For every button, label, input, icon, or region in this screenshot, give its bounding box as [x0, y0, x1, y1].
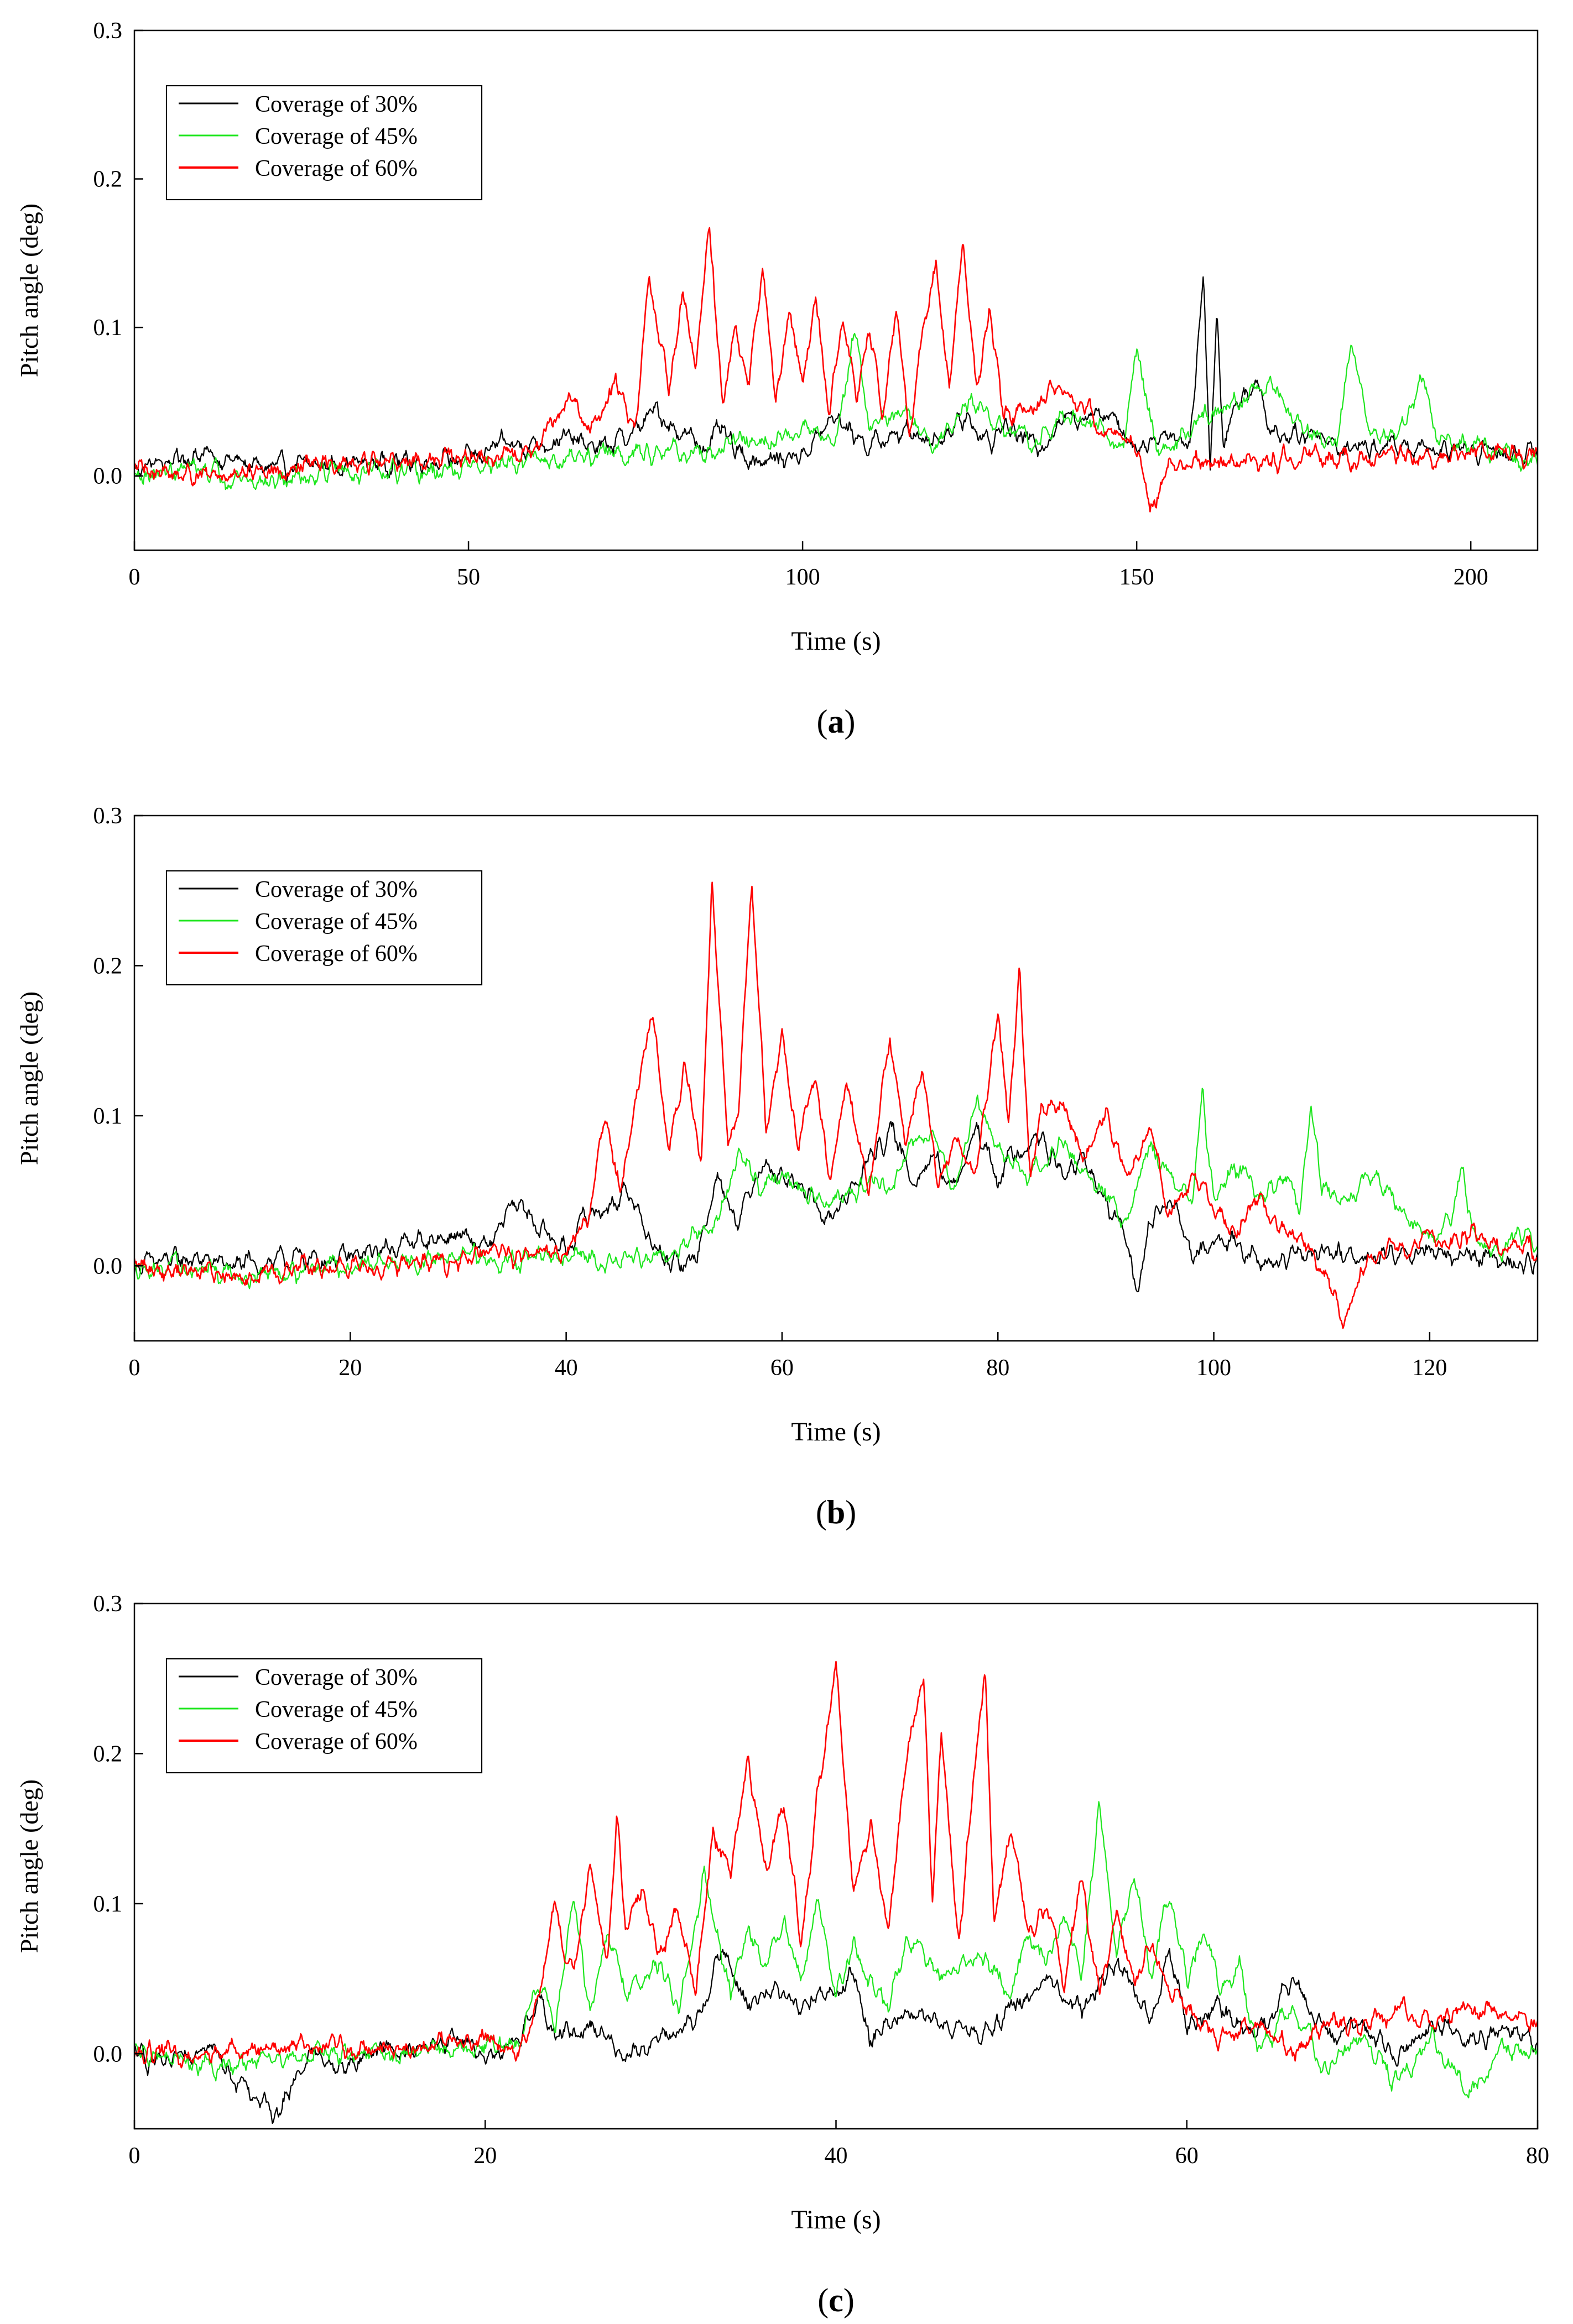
- y-tick-label: 0.1: [93, 1104, 123, 1129]
- series-line-3: [134, 227, 1538, 513]
- legend-box: [165, 85, 483, 201]
- chart-panel-b: 0.0 0.1 0.2 0.3 0 20 40 60 80 100 120 Time (s) Pitch…: [15, 803, 1539, 1531]
- legend-label: Coverage of 60%: [255, 1729, 418, 1754]
- y-tick-label: 0.1: [93, 1892, 123, 1917]
- series-line-1: [134, 1947, 1538, 2124]
- x-tick-label: 0: [129, 2143, 140, 2169]
- series-line-1: [134, 1121, 1538, 1293]
- series-group: [134, 1660, 1538, 2124]
- legend-label: Coverage of 30%: [255, 877, 418, 902]
- x-tick-label: 40: [555, 1355, 578, 1381]
- x-axis-label: Time (s): [791, 2205, 881, 2234]
- x-tick-label: 100: [785, 565, 820, 590]
- panel-caption: (b): [816, 1494, 856, 1531]
- y-tick-label: 0.2: [93, 167, 123, 192]
- y-tick-label: 0.1: [93, 315, 123, 341]
- y-tick-label: 0.0: [93, 464, 123, 489]
- y-tick-label: 0.2: [93, 1741, 123, 1767]
- plot-frame: [133, 29, 1539, 551]
- x-tick-label: 80: [986, 1355, 1009, 1381]
- legend-label: Coverage of 60%: [255, 941, 418, 967]
- series-line-3: [134, 1660, 1538, 2069]
- y-tick-label: 0.2: [93, 953, 123, 979]
- x-tick-label: 150: [1119, 565, 1154, 590]
- series-line-1: [134, 276, 1538, 483]
- x-tick-label: 50: [457, 565, 480, 590]
- series-group: [134, 227, 1538, 513]
- chart-panel-c: 0.0 0.1 0.2 0.3 0 20 40 60 80 Time (s) Pitch angle…: [15, 1591, 1549, 2318]
- x-tick-label: 80: [1526, 2143, 1549, 2169]
- x-tick-label: 120: [1412, 1355, 1447, 1381]
- x-tick-label: 200: [1454, 565, 1488, 590]
- x-tick-label: 20: [473, 2143, 497, 2169]
- series-group: [134, 881, 1538, 1329]
- y-axis-label: Pitch angle (deg): [15, 991, 43, 1165]
- x-axis-label: Time (s): [791, 626, 881, 656]
- legend-label: Coverage of 60%: [255, 156, 418, 181]
- series-line-2: [134, 1088, 1538, 1289]
- panel-caption: (a): [817, 703, 856, 740]
- y-tick-label: 0.3: [93, 1591, 123, 1617]
- legend-box: [165, 870, 483, 986]
- legend-label: Coverage of 30%: [255, 1665, 418, 1690]
- x-tick-label: 60: [770, 1355, 794, 1381]
- y-tick-label: 0.0: [93, 2041, 123, 2067]
- y-axis-label: Pitch angle (deg): [15, 203, 43, 377]
- x-axis-label: Time (s): [791, 1417, 881, 1446]
- legend-label: Coverage of 45%: [255, 1697, 418, 1722]
- x-tick-label: 60: [1175, 2143, 1199, 2169]
- series-line-2: [134, 333, 1538, 490]
- x-tick-label: 0: [129, 565, 140, 590]
- series-line-3: [134, 881, 1538, 1329]
- legend-label: Coverage of 45%: [255, 124, 418, 149]
- x-tick-label: 0: [129, 1355, 140, 1381]
- plot-frame: [133, 814, 1539, 1342]
- y-tick-label: 0.3: [93, 18, 123, 44]
- legend-label: Coverage of 30%: [255, 92, 418, 117]
- y-tick-label: 0.0: [93, 1254, 123, 1279]
- panel-caption: (c): [817, 2282, 855, 2318]
- x-tick-label: 100: [1196, 1355, 1231, 1381]
- legend-label: Coverage of 45%: [255, 909, 418, 934]
- y-tick-label: 0.3: [93, 803, 123, 829]
- x-tick-label: 40: [825, 2143, 848, 2169]
- series-line-2: [134, 1801, 1538, 2098]
- y-axis-label: Pitch angle (deg): [15, 1779, 43, 1953]
- legend-box: [165, 1658, 483, 1774]
- x-tick-label: 20: [338, 1355, 362, 1381]
- chart-panel-a: 0.0 0.1 0.2 0.3 0 50 100 150 200 Time (s) Pitch an…: [15, 18, 1539, 740]
